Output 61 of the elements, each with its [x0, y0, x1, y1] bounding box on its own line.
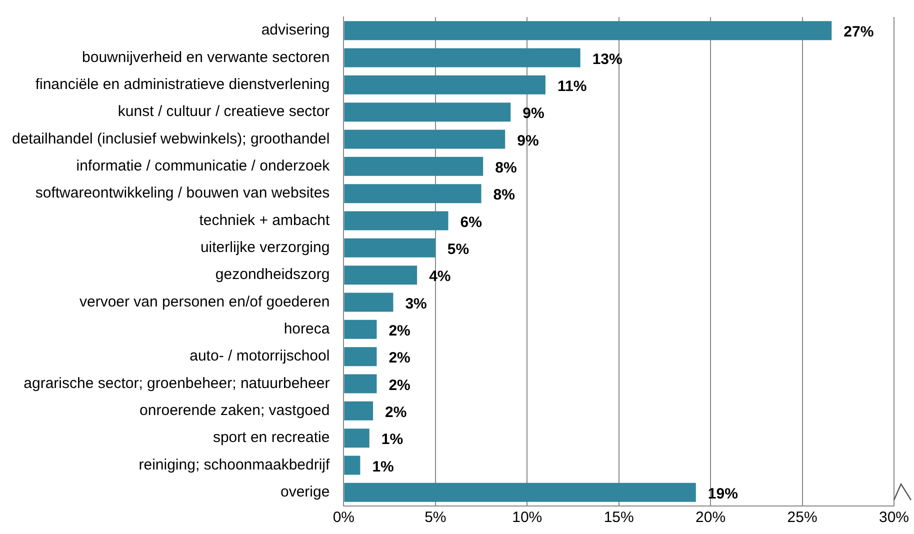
- data-label: 5%: [447, 241, 470, 258]
- data-label: 9%: [517, 132, 539, 150]
- data-label: 11%: [557, 78, 587, 96]
- bar: [344, 320, 377, 339]
- y-tick-label: techniek + ambacht: [199, 212, 331, 229]
- data-label: 2%: [388, 350, 410, 367]
- data-label: 9%: [522, 105, 544, 122]
- bar: [344, 401, 374, 420]
- bar: [344, 21, 832, 40]
- x-tick-label: 5%: [424, 509, 446, 526]
- data-label: 13%: [592, 50, 622, 68]
- y-tick-label: uiterlijke verzorging: [200, 239, 330, 256]
- data-label: 27%: [844, 24, 874, 41]
- bar: [344, 266, 418, 285]
- x-tick-label: 25%: [787, 509, 818, 526]
- y-tick-label: reiniging; schoonmaakbedrijf: [138, 456, 331, 474]
- y-tick-label: onroerende zaken; vastgoed: [140, 402, 330, 420]
- y-tick-label: auto- / motorrijschool: [190, 348, 330, 365]
- y-tick-label: financiële en administratieve dienstverlening: [35, 76, 330, 94]
- y-tick-label: kunst / cultuur / creatieve sector: [118, 103, 330, 120]
- y-tick-label: gezondheidszorg: [215, 266, 330, 284]
- bar: [344, 75, 546, 94]
- x-tick-label: 0%: [332, 509, 355, 526]
- bar: [344, 156, 484, 176]
- data-label: 19%: [708, 486, 738, 503]
- data-label: 3%: [405, 295, 427, 312]
- bar: [344, 211, 448, 230]
- data-label: 6%: [460, 214, 482, 231]
- y-tick-label: detailhandel (inclusief webwinkels); groothandel: [12, 130, 330, 148]
- y-tick-label: vervoer van personen en/of goederen: [80, 293, 330, 310]
- x-tick-label: 20%: [696, 509, 726, 526]
- bar: [344, 428, 370, 448]
- y-tick-label: advisering: [261, 22, 330, 39]
- bar: [344, 238, 436, 258]
- bar: [344, 102, 511, 122]
- x-tick-label: 30%: [878, 509, 910, 526]
- data-label: 8%: [493, 186, 515, 204]
- bar: [344, 374, 377, 394]
- data-label: 2%: [388, 376, 410, 394]
- data-label: 2%: [388, 322, 410, 340]
- data-label: 4%: [429, 268, 451, 286]
- x-tick-label: 15%: [604, 509, 634, 526]
- bar: [344, 130, 506, 149]
- y-tick-label: agrarische sector; groenbeheer; natuurbeheer: [24, 374, 330, 392]
- y-tick-label: sport en recreatie: [212, 429, 330, 446]
- y-tick-label: softwareontwikkeling / bouwen van websites: [35, 184, 330, 202]
- y-tick-label: bouwnijverheid en verwante sectoren: [82, 48, 330, 66]
- bar: [344, 347, 377, 366]
- bar: [344, 184, 482, 204]
- bar: [344, 48, 580, 68]
- data-label: 8%: [495, 160, 517, 177]
- data-label: 2%: [385, 404, 407, 422]
- y-tick-label: horeca: [284, 320, 330, 338]
- y-tick-label: informatie / communicatie / onderzoek: [76, 158, 330, 175]
- y-tick-label: overige: [280, 484, 330, 501]
- bar: [344, 292, 394, 312]
- data-label: 1%: [381, 431, 404, 448]
- bar: [344, 482, 696, 502]
- x-tick-label: 10%: [512, 509, 542, 526]
- bar: [344, 456, 360, 475]
- data-label: 1%: [372, 458, 394, 476]
